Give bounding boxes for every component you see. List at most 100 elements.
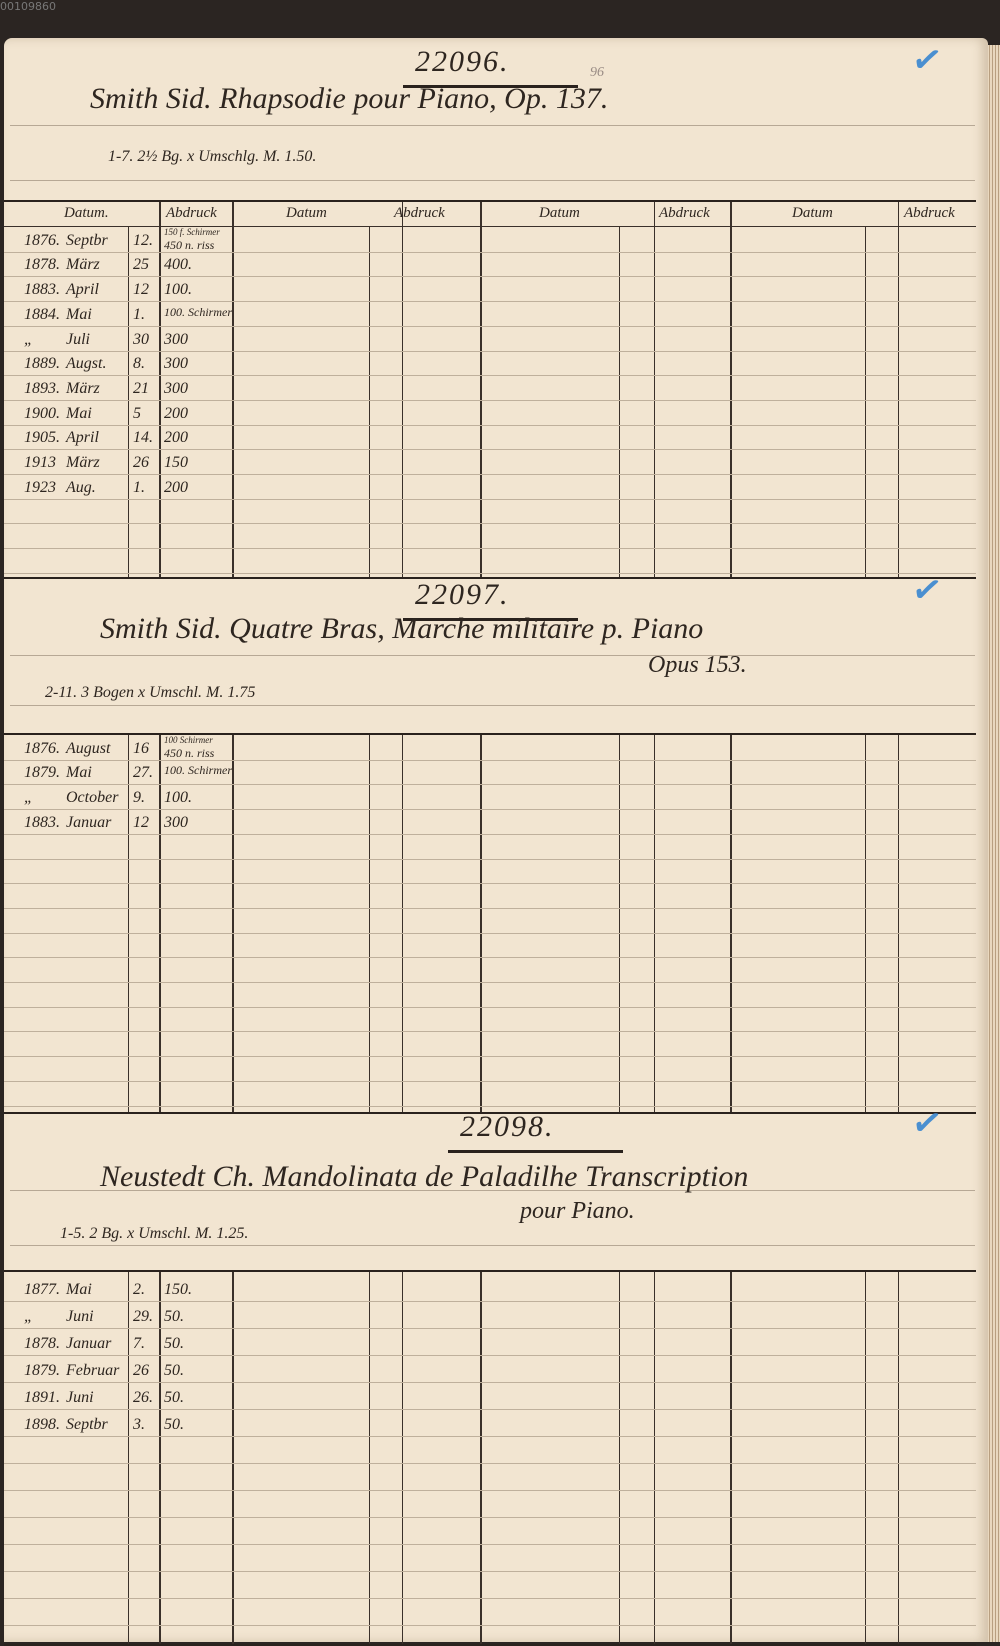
entry-year: 1879. bbox=[24, 764, 60, 782]
column-divider bbox=[232, 202, 234, 577]
entry-copies: 200 bbox=[164, 429, 188, 447]
entry-month: Septbr bbox=[66, 231, 108, 249]
column-header: Abdruck bbox=[394, 205, 445, 221]
column-divider bbox=[480, 735, 482, 1112]
entry-month: Juni bbox=[66, 1308, 94, 1325]
entry-year: 1905. bbox=[24, 429, 60, 447]
row-line bbox=[4, 325, 976, 327]
row-line bbox=[4, 1031, 976, 1033]
column-divider bbox=[402, 1272, 403, 1644]
column-divider bbox=[128, 1272, 129, 1644]
entry-day: 26 bbox=[133, 454, 149, 471]
row-line bbox=[4, 1490, 976, 1491]
row-line bbox=[4, 523, 976, 525]
entry-copies: 400. bbox=[164, 256, 192, 274]
column-header: Abdruck bbox=[904, 205, 955, 221]
row-line bbox=[4, 498, 976, 500]
entry-month: April bbox=[66, 429, 99, 447]
entry-year: „ bbox=[24, 1308, 33, 1325]
row-line bbox=[4, 932, 976, 934]
column-divider bbox=[619, 735, 620, 1112]
entry-month: März bbox=[66, 256, 100, 274]
entry-year: 1878. bbox=[24, 1335, 60, 1352]
entry-day: 26 bbox=[133, 1362, 149, 1379]
entry-year: 1893. bbox=[24, 379, 60, 397]
column-divider bbox=[654, 735, 655, 1112]
row-line bbox=[4, 350, 976, 352]
column-divider bbox=[865, 227, 866, 577]
row-line bbox=[4, 1625, 976, 1626]
column-divider bbox=[898, 202, 899, 577]
entry-copies: 200 bbox=[164, 404, 188, 422]
entry-year: 1889. bbox=[24, 355, 60, 373]
ruled-line bbox=[10, 655, 975, 656]
column-divider bbox=[898, 735, 899, 1112]
row-line bbox=[4, 1006, 976, 1008]
check-mark-icon: ✓ bbox=[908, 567, 946, 613]
entry-year: 1913 bbox=[24, 454, 56, 471]
entry-day: 2. bbox=[133, 1281, 145, 1298]
entry-year: 1884. bbox=[24, 305, 60, 323]
entry-month: Septbr bbox=[66, 1416, 108, 1433]
row-line bbox=[4, 474, 976, 475]
column-divider bbox=[159, 1272, 161, 1644]
column-header: Datum. bbox=[64, 205, 109, 221]
entry-copies: 300 bbox=[164, 379, 188, 397]
entry-month: August bbox=[66, 739, 111, 757]
entry-day: 16 bbox=[133, 739, 149, 757]
entry-month: Mai bbox=[66, 1281, 92, 1298]
column-divider bbox=[369, 1272, 370, 1644]
row-line bbox=[4, 399, 976, 401]
column-divider bbox=[865, 735, 866, 1112]
entry-copies: 50. bbox=[164, 1362, 184, 1379]
row-line bbox=[4, 449, 976, 451]
row-line bbox=[4, 1301, 976, 1302]
row-line bbox=[4, 833, 976, 835]
print-run-table: Datum. Abdruck Datum Abdruck Datum Abdruck Dat… bbox=[4, 200, 976, 579]
check-mark-icon: ✓ bbox=[908, 37, 946, 83]
entry-day: 27. bbox=[133, 764, 153, 782]
number-underline bbox=[403, 618, 578, 621]
pencil-annotation: 96 bbox=[590, 65, 604, 80]
entry-day: 7. bbox=[133, 1335, 145, 1352]
column-divider bbox=[402, 202, 403, 577]
entry-copies: 50. bbox=[164, 1335, 184, 1352]
row-line bbox=[4, 759, 976, 761]
column-divider bbox=[480, 202, 482, 577]
row-line bbox=[4, 1105, 976, 1107]
entry-subtitle: 2-11. 3 Bogen x Umschl. M. 1.75 bbox=[45, 684, 256, 701]
entry-copies: 150 bbox=[164, 454, 188, 471]
column-header: Datum bbox=[792, 205, 833, 221]
row-line bbox=[4, 375, 976, 377]
column-divider bbox=[232, 1272, 234, 1644]
column-divider bbox=[128, 227, 129, 577]
row-line bbox=[4, 1382, 976, 1383]
entry-year: 1923 bbox=[24, 478, 56, 496]
row-line bbox=[4, 1517, 976, 1518]
entry-subtitle: 1-5. 2 Bg. x Umschl. M. 1.25. bbox=[60, 1225, 249, 1242]
entry-month: Aug. bbox=[66, 478, 96, 496]
column-divider bbox=[730, 202, 732, 577]
row-line bbox=[4, 1355, 976, 1356]
row-line bbox=[4, 907, 976, 909]
entry-copies: 50. bbox=[164, 1416, 184, 1433]
print-run-table: 1876. August 16 100 Schirmer 450 n. riss 1879… bbox=[4, 733, 976, 1114]
entry-day: 12 bbox=[133, 281, 149, 299]
entry-month: Mai bbox=[66, 305, 92, 323]
catalog-number: 22096. bbox=[415, 45, 510, 78]
column-divider bbox=[232, 735, 234, 1112]
column-divider bbox=[730, 735, 732, 1112]
entry-day: 3. bbox=[133, 1416, 145, 1433]
entry-day: 30 bbox=[133, 330, 149, 348]
entry-month: Juni bbox=[66, 1389, 94, 1406]
row-line bbox=[4, 276, 976, 278]
entry-title: Smith Sid. Rhapsodie pour Piano, Op. 137… bbox=[90, 82, 609, 115]
entry-month: Mai bbox=[66, 404, 92, 422]
entry-day: 1. bbox=[133, 478, 145, 496]
column-divider bbox=[369, 735, 370, 1112]
entry-day: 29. bbox=[133, 1308, 153, 1325]
ruled-line bbox=[10, 705, 975, 706]
column-divider bbox=[402, 735, 403, 1112]
row-line bbox=[4, 1080, 976, 1082]
row-line bbox=[4, 883, 976, 885]
